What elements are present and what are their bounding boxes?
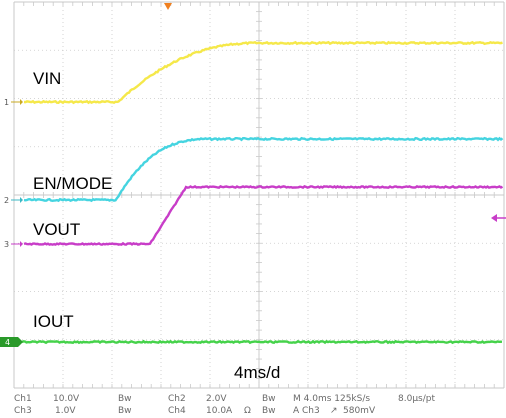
ch3-bw: Bw: [118, 406, 132, 416]
trigger-level-arrow: [491, 214, 506, 222]
ch1-label: Ch1: [14, 394, 32, 404]
svg-text:1: 1: [4, 98, 9, 107]
ohm-icon: Ω: [244, 406, 251, 416]
timebase-label: 4ms/d: [234, 363, 280, 382]
ch1-scale: 10.0V: [53, 394, 80, 404]
ch2-scale: 2.0V: [206, 394, 227, 404]
horizontal-settings: M 4.0ms 125kS/s: [293, 394, 370, 404]
trigger-source: A Ch3: [293, 406, 320, 416]
iout-label: IOUT: [33, 312, 74, 331]
vin-waveform: [23, 40, 503, 105]
svg-text:2: 2: [4, 196, 9, 205]
status-bar: Ch1 10.0V Bw Ch2 2.0V Bw M 4.0ms 125kS/s…: [14, 394, 435, 416]
vout-label: VOUT: [33, 220, 80, 239]
vout-waveform: [23, 184, 504, 246]
graticule: [13, 1, 505, 389]
vin-label: VIN: [33, 69, 61, 88]
ch2-bw: Bw: [262, 394, 276, 404]
rising-edge-icon: ↗: [330, 406, 338, 416]
ch3-label: Ch3: [14, 406, 32, 416]
iout-waveform: [21, 339, 503, 345]
sample-interval: 8.0µs/pt: [398, 394, 435, 404]
trigger-position-marker: [164, 3, 172, 10]
ch3-scale: 1.0V: [55, 406, 76, 416]
svg-text:3: 3: [4, 240, 9, 249]
channel-1-marker: 1: [4, 98, 23, 107]
svg-text:4: 4: [5, 338, 10, 347]
ch1-bw: Bw: [118, 394, 132, 404]
ch4-label: Ch4: [168, 406, 186, 416]
ch2-label: Ch2: [168, 394, 186, 404]
waveform-traces: [21, 40, 504, 345]
channel-3-marker: 3: [4, 240, 23, 249]
channel-2-marker: 2: [4, 196, 23, 205]
channel-4-marker: 4: [0, 337, 23, 347]
en-mode-label: EN/MODE: [33, 174, 112, 193]
ch4-bw: Bw: [262, 406, 276, 416]
en-mode-waveform: [23, 136, 504, 203]
ch4-scale: 10.0A: [206, 406, 233, 416]
trigger-level: 580mV: [343, 406, 376, 416]
